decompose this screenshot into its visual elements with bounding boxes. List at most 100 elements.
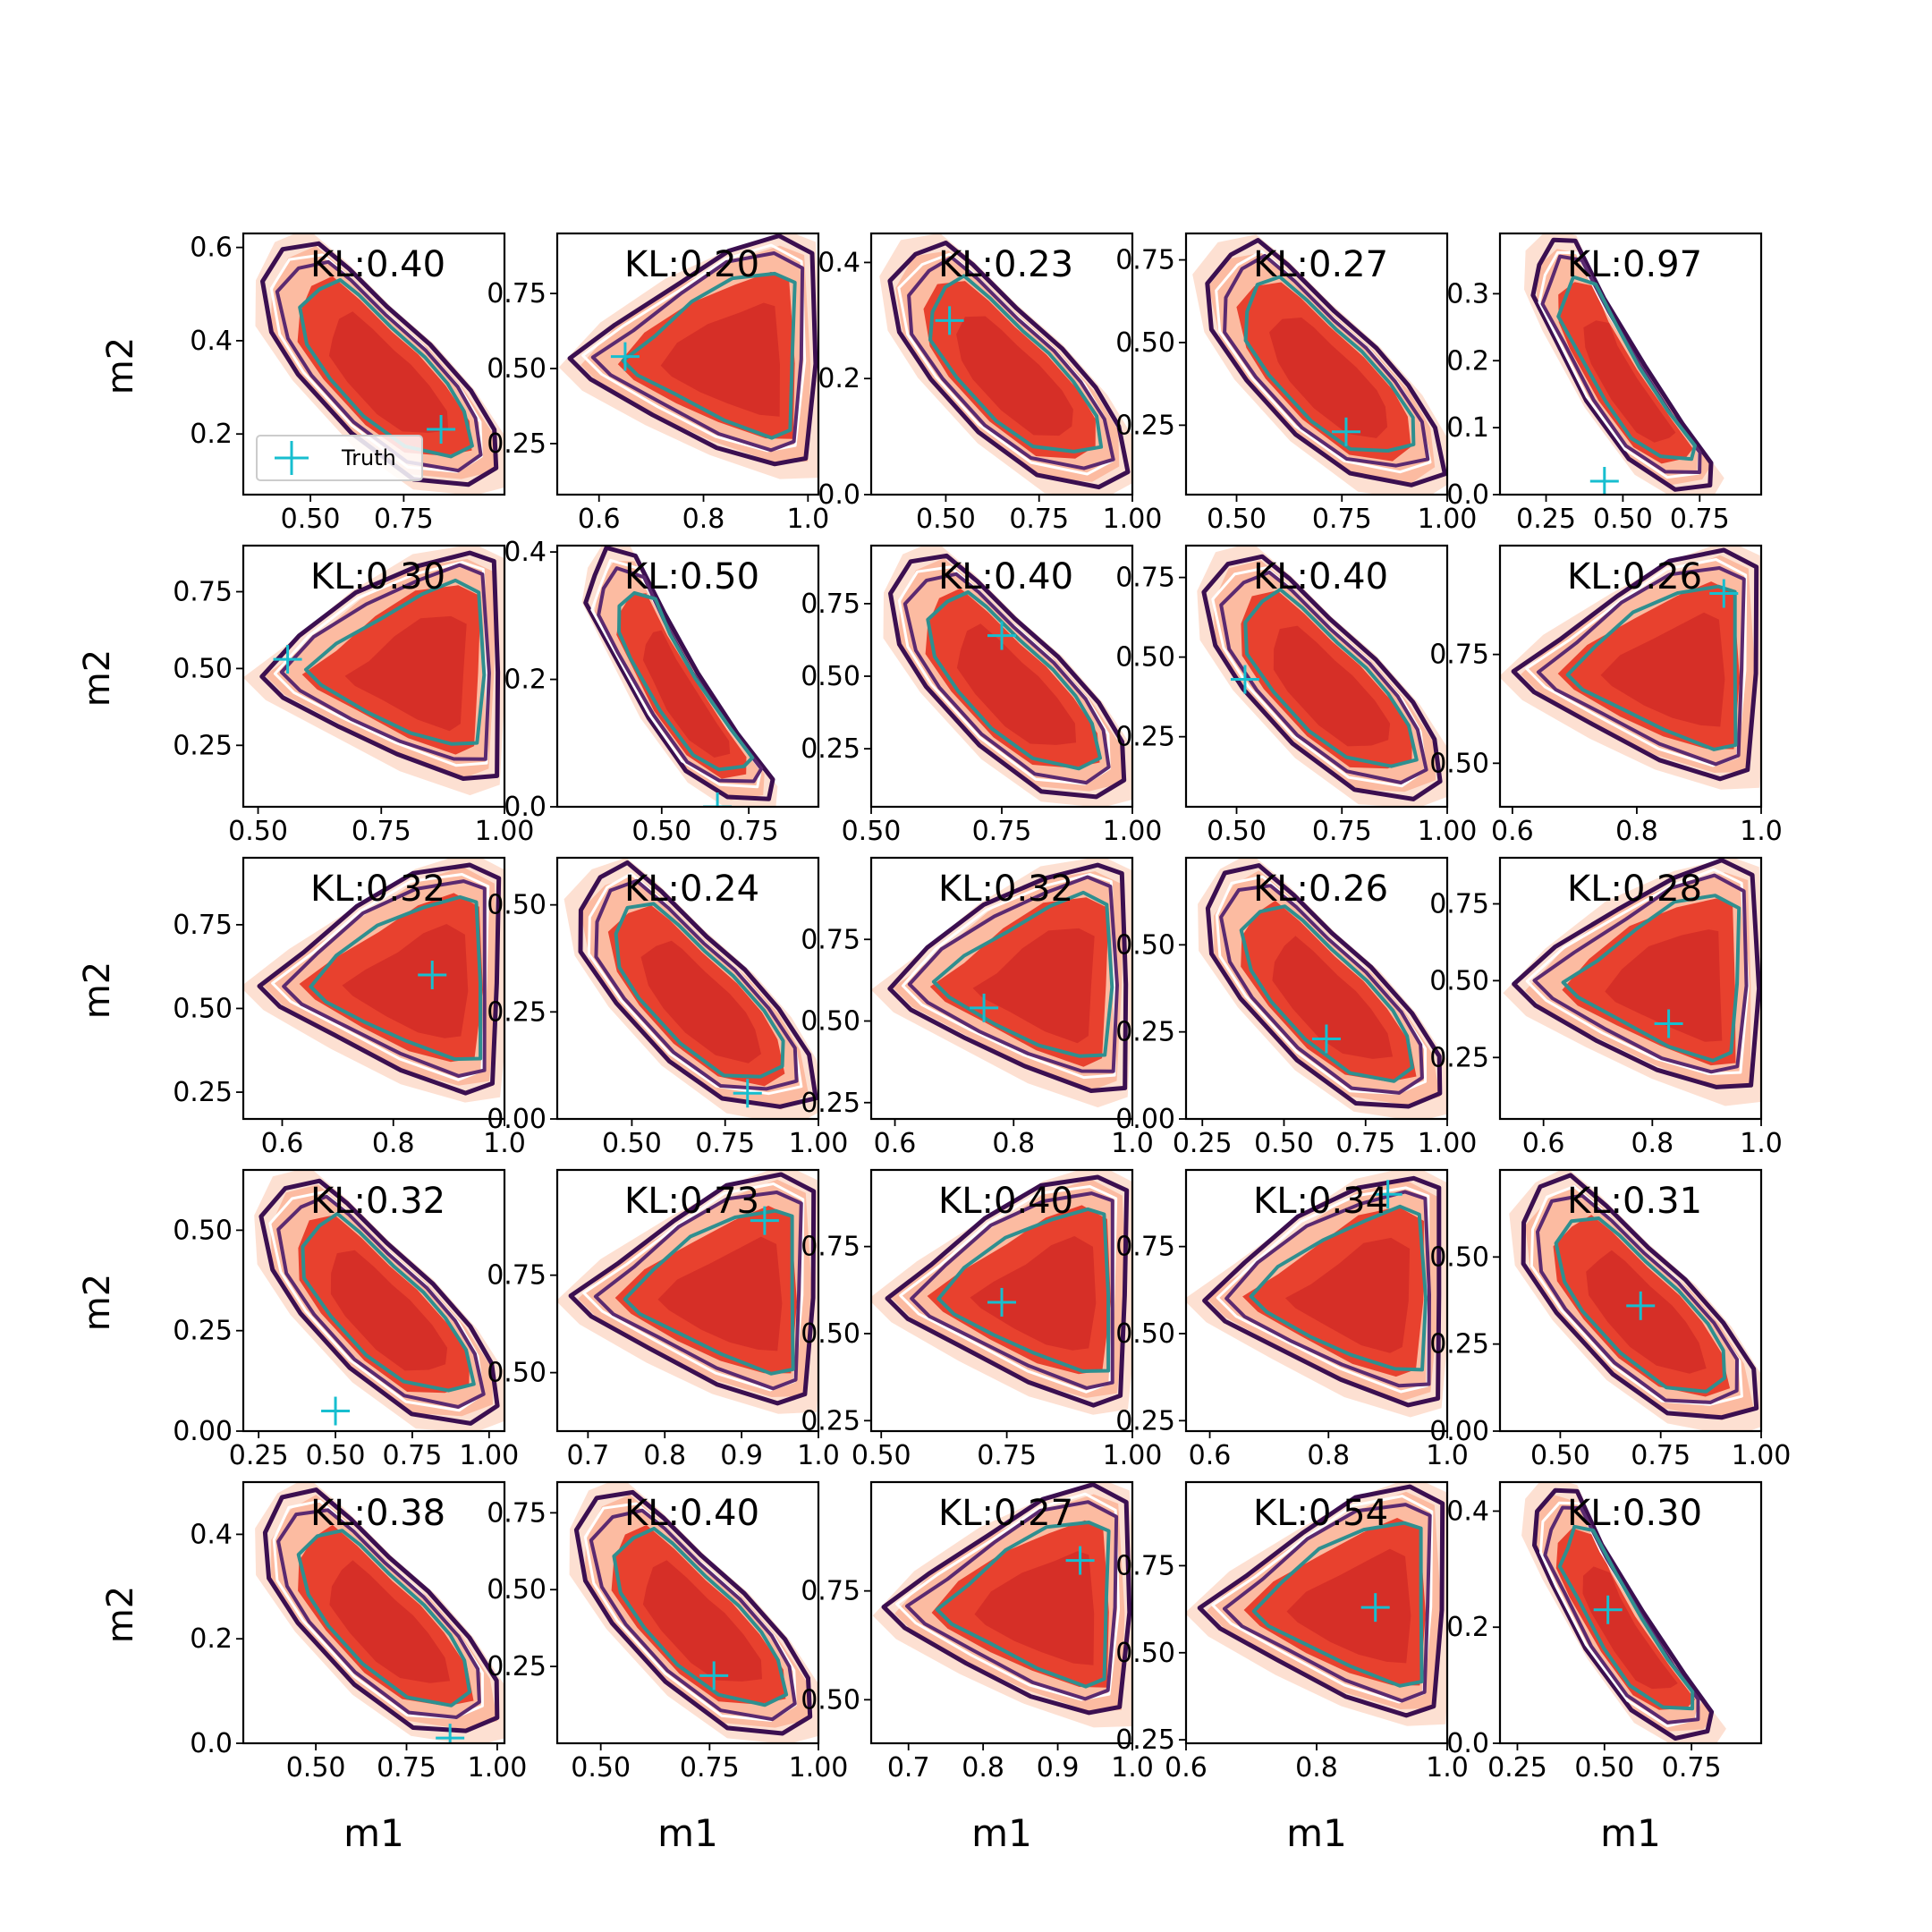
axes-frame xyxy=(869,1168,1134,1433)
contour-inner xyxy=(1557,1524,1695,1711)
density-fill-core xyxy=(330,1250,448,1371)
y-tick-label: 0.75 xyxy=(801,1576,860,1607)
contour-inner xyxy=(623,1208,795,1376)
density-fill-core xyxy=(1605,929,1723,1042)
y-axis-title: m2 xyxy=(100,337,141,394)
truth-marker xyxy=(610,342,640,371)
x-tick-label: 1.00 xyxy=(1103,1440,1163,1471)
x-tick-label: 0.75 xyxy=(1009,504,1069,535)
panel-6: 0.50 0.75 1.00 0.25 0.50 0.75 KL:0.30 xyxy=(173,544,534,847)
contour-inner xyxy=(1251,1521,1424,1688)
truth-marker xyxy=(1360,1593,1390,1623)
x-tick-label: 0.75 xyxy=(352,816,411,847)
truth-marker xyxy=(970,993,999,1022)
contour-outer xyxy=(259,550,501,781)
x-tick-label: 0.6 xyxy=(874,1128,917,1159)
y-tick-label: 0.75 xyxy=(173,910,233,941)
density-fill-core xyxy=(970,1236,1097,1351)
truth-marker xyxy=(987,1287,1016,1317)
y-tick-label: 0.25 xyxy=(1115,722,1175,753)
contour-outer xyxy=(257,862,502,1096)
y-tick-label: 0.4 xyxy=(504,537,547,568)
density-fill-core xyxy=(328,311,449,433)
contour-mid xyxy=(593,1191,803,1391)
contour-inner xyxy=(614,902,785,1079)
y-tick-label: 0.50 xyxy=(487,353,547,385)
y-tick-label: 0.50 xyxy=(173,653,233,684)
y-tick-label: 0.75 xyxy=(1115,1550,1175,1581)
y-tick-label: 0.0 xyxy=(1446,479,1489,511)
contour-mid xyxy=(590,251,805,453)
y-tick-label: 0.25 xyxy=(173,1077,233,1108)
contour-mid xyxy=(1224,1190,1431,1388)
contour-mid xyxy=(279,563,491,761)
contour-mid xyxy=(1536,566,1746,767)
x-tick-label: 0.25 xyxy=(229,1440,289,1471)
axes-frame xyxy=(242,1480,506,1745)
axes-frame xyxy=(1184,232,1449,496)
axes-frame xyxy=(242,544,506,809)
y-tick-label: 0.75 xyxy=(487,1497,547,1529)
x-axis-title: m1 xyxy=(657,1811,718,1855)
contour-inner xyxy=(1561,894,1741,1063)
x-tick-label: 0.50 xyxy=(631,816,691,847)
density-fill-core xyxy=(1273,625,1391,747)
panel-plot-area xyxy=(1503,858,1761,1106)
x-tick-label: 0.6 xyxy=(1165,1752,1208,1784)
contour-outer xyxy=(1202,1175,1442,1408)
truth-marker xyxy=(1230,665,1259,694)
y-tick-label: 0.75 xyxy=(1115,1232,1175,1263)
y-tick-label: 0.75 xyxy=(173,577,233,608)
x-tick-label: 0.6 xyxy=(1491,816,1534,847)
contour-inner xyxy=(936,1207,1111,1373)
x-tick-label: 0.50 xyxy=(1207,504,1267,535)
x-tick-label: 1.00 xyxy=(1103,816,1163,847)
axes-frame xyxy=(869,856,1134,1121)
y-tick-label: 0.00 xyxy=(1115,1104,1175,1135)
contour-inner xyxy=(1249,1204,1428,1372)
axes-frame xyxy=(555,856,820,1121)
y-tick-label: 0.25 xyxy=(487,1651,547,1682)
kl-divergence-label: KL:0.38 xyxy=(310,1493,445,1534)
y-axis-title: m2 xyxy=(77,1274,118,1331)
contour-inner xyxy=(931,890,1114,1058)
x-tick-label: 0.50 xyxy=(842,816,902,847)
panel-plot-area xyxy=(255,233,504,495)
x-tick-label: 1.0 xyxy=(1111,1128,1154,1159)
truth-marker xyxy=(321,1396,351,1426)
y-tick-label: 0.2 xyxy=(1446,345,1489,377)
contour-mid xyxy=(1532,873,1749,1074)
kl-divergence-label: KL:0.26 xyxy=(1567,556,1702,597)
x-tick-label: 1.00 xyxy=(1103,504,1163,535)
x-tick-label: 1.00 xyxy=(1418,1128,1478,1159)
y-tick-label: 0.75 xyxy=(487,1260,547,1292)
contour-inner xyxy=(935,1521,1111,1689)
contour-outer xyxy=(567,233,818,467)
x-tick-label: 0.50 xyxy=(1574,1752,1634,1784)
y-tick-label: 0.3 xyxy=(1446,278,1489,309)
y-axis-title: m2 xyxy=(100,1586,141,1643)
y-tick-label: 0.75 xyxy=(801,1232,860,1263)
x-tick-label: 0.50 xyxy=(286,1752,346,1784)
x-tick-label: 0.75 xyxy=(972,816,1032,847)
x-tick-label: 1.00 xyxy=(1418,816,1478,847)
panel-2: 0.6 0.8 1.0 0.25 0.50 0.75 KL:0.20 xyxy=(487,232,829,535)
truth-marker xyxy=(273,645,302,674)
panel-plot-area xyxy=(255,1482,504,1743)
y-tick-label: 0.25 xyxy=(801,733,860,765)
panel-plot-area xyxy=(243,858,504,1103)
x-axis-title: m1 xyxy=(971,1811,1032,1855)
panel-22: 0.50 0.75 1.00 0.25 0.50 0.75 KL:0.40 xyxy=(487,1480,848,1784)
contour-gap xyxy=(273,561,488,767)
truth-marker xyxy=(750,1206,779,1235)
x-tick-label: 1.0 xyxy=(1426,1752,1469,1784)
kl-divergence-label: KL:0.20 xyxy=(624,244,759,285)
x-tick-label: 0.8 xyxy=(372,1128,415,1159)
y-axis-title: m2 xyxy=(77,962,118,1019)
x-tick-label: 0.6 xyxy=(1189,1440,1232,1471)
x-tick-label: 1.0 xyxy=(483,1128,526,1159)
density-fill-core xyxy=(1600,612,1725,727)
kl-divergence-label: KL:0.40 xyxy=(310,244,445,285)
